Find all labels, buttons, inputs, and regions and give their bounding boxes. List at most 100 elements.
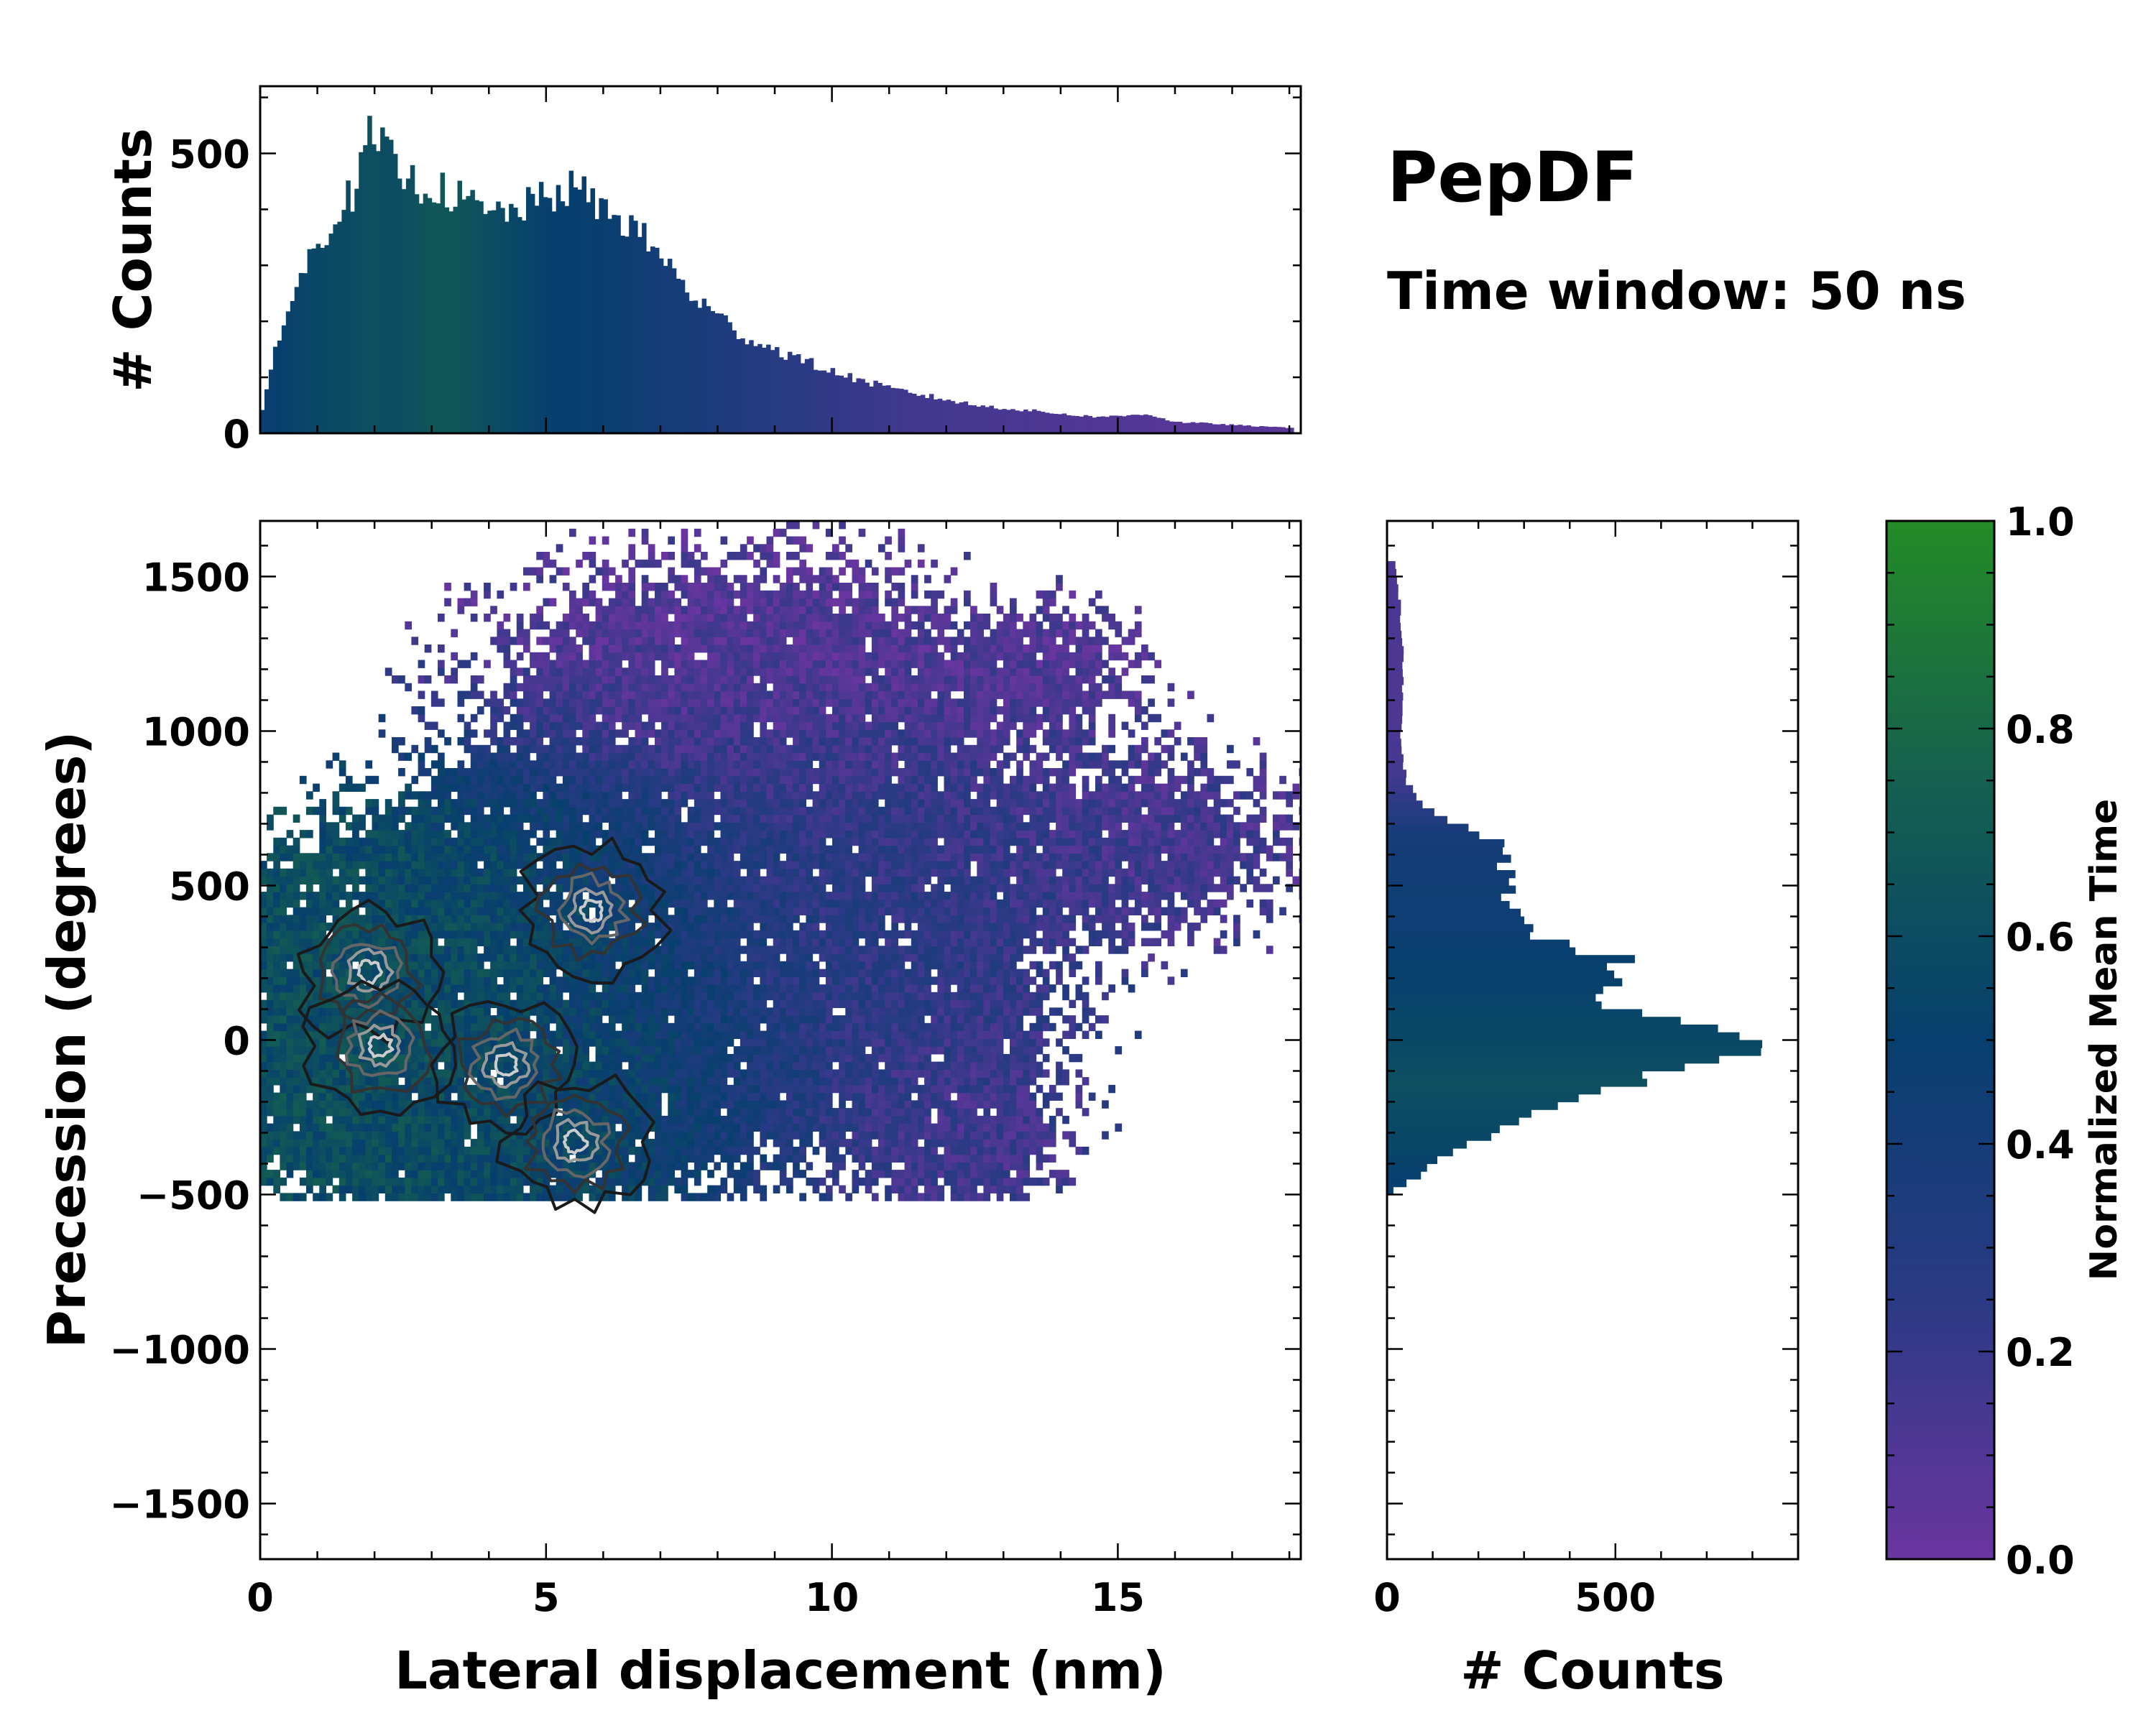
heatmap-cell bbox=[576, 1069, 583, 1077]
heatmap-cell bbox=[681, 537, 688, 545]
heatmap-cell bbox=[267, 1155, 274, 1163]
heatmap-cell bbox=[504, 838, 511, 846]
heatmap-cell bbox=[536, 976, 543, 984]
heatmap-cell bbox=[734, 722, 741, 730]
heatmap-cell bbox=[464, 1023, 471, 1031]
heatmap-cell bbox=[484, 660, 491, 668]
heatmap-cell bbox=[668, 976, 675, 984]
heatmap-cell bbox=[359, 853, 366, 861]
heatmap-cell bbox=[655, 745, 662, 753]
heatmap-cell bbox=[707, 938, 714, 946]
heatmap-cell bbox=[707, 591, 714, 599]
heatmap-cell bbox=[517, 1186, 524, 1193]
heatmap-cell bbox=[661, 737, 668, 745]
heatmap-cell bbox=[477, 961, 484, 969]
heatmap-cell bbox=[615, 768, 622, 776]
heatmap-cell bbox=[721, 915, 728, 923]
heatmap-cell bbox=[615, 675, 622, 683]
heatmap-cell bbox=[576, 667, 583, 675]
heatmap-cell bbox=[411, 706, 418, 714]
heatmap-cell bbox=[536, 722, 543, 730]
heatmap-cell bbox=[293, 1155, 300, 1163]
heatmap-cell bbox=[569, 529, 576, 537]
heatmap-cell bbox=[734, 683, 741, 691]
heatmap-cell bbox=[609, 637, 616, 644]
heatmap-cell bbox=[655, 683, 662, 691]
heatmap-cell bbox=[517, 1155, 524, 1163]
heatmap-cell bbox=[490, 706, 497, 714]
heatmap-cell bbox=[438, 953, 445, 961]
heatmap-cell bbox=[517, 683, 524, 691]
heatmap-cell bbox=[372, 1131, 379, 1139]
heatmap-cell bbox=[734, 1116, 741, 1124]
heatmap-cell bbox=[727, 1116, 734, 1124]
heatmap-cell bbox=[681, 1170, 688, 1178]
heatmap-cell bbox=[701, 884, 708, 892]
heatmap-cell bbox=[707, 1124, 714, 1132]
heatmap-cell bbox=[674, 1178, 681, 1186]
heatmap-cell bbox=[536, 760, 543, 768]
heatmap-cell bbox=[681, 652, 688, 660]
heatmap-cell bbox=[589, 1069, 596, 1077]
heatmap-cell bbox=[707, 1139, 714, 1147]
heatmap-cell bbox=[392, 675, 399, 683]
heatmap-cell bbox=[694, 946, 701, 953]
heatmap-cell bbox=[319, 1100, 326, 1108]
heatmap-cell bbox=[372, 869, 379, 877]
heatmap-cell bbox=[490, 992, 497, 1000]
top-histogram-bar bbox=[1088, 416, 1093, 433]
heatmap-cell bbox=[477, 706, 484, 714]
heatmap-cell bbox=[490, 1131, 497, 1139]
heatmap-cell bbox=[300, 1116, 307, 1124]
heatmap-cell bbox=[615, 745, 622, 753]
heatmap-cell bbox=[313, 1147, 320, 1155]
heatmap-cell bbox=[504, 706, 511, 714]
heatmap-cell bbox=[530, 822, 537, 830]
heatmap-cell bbox=[714, 877, 721, 884]
heatmap-cell bbox=[642, 745, 649, 753]
heatmap-cell bbox=[438, 1193, 445, 1201]
heatmap-cell bbox=[484, 698, 491, 706]
heatmap-cell bbox=[359, 1077, 366, 1085]
heatmap-cell bbox=[661, 953, 668, 961]
heatmap-cell bbox=[451, 1162, 458, 1170]
heatmap-cell bbox=[661, 1131, 668, 1139]
heatmap-cell bbox=[497, 884, 504, 892]
heatmap-cell bbox=[418, 714, 425, 722]
heatmap-cell bbox=[451, 1170, 458, 1178]
heatmap-cell bbox=[517, 984, 524, 992]
heatmap-cell bbox=[300, 1131, 307, 1139]
heatmap-cell bbox=[648, 992, 655, 1000]
heatmap-cell bbox=[596, 691, 603, 699]
heatmap-cell bbox=[451, 869, 458, 877]
heatmap-cell bbox=[319, 1038, 326, 1046]
heatmap-cell bbox=[536, 753, 543, 761]
heatmap-cell bbox=[694, 938, 701, 946]
heatmap-cell bbox=[530, 745, 537, 753]
heatmap-cell bbox=[655, 1093, 662, 1101]
heatmap-cell bbox=[628, 691, 635, 699]
heatmap-cell bbox=[438, 807, 445, 815]
top-histogram-bar bbox=[474, 200, 479, 433]
top-histogram-bar bbox=[702, 299, 707, 433]
heatmap-cell bbox=[642, 815, 649, 823]
heatmap-cell bbox=[484, 776, 491, 784]
heatmap-cell bbox=[642, 1093, 649, 1101]
heatmap-cell bbox=[392, 745, 399, 753]
heatmap-cell bbox=[655, 822, 662, 830]
heatmap-cell bbox=[648, 861, 655, 869]
heatmap-cell bbox=[319, 1015, 326, 1023]
heatmap-cell bbox=[622, 753, 629, 761]
heatmap-cell bbox=[661, 1038, 668, 1046]
heatmap-cell bbox=[734, 644, 741, 652]
heatmap-cell bbox=[727, 907, 734, 915]
heatmap-cell bbox=[504, 629, 511, 637]
heatmap-cell bbox=[609, 599, 616, 606]
heatmap-cell bbox=[609, 568, 616, 576]
heatmap-cell bbox=[418, 861, 425, 869]
heatmap-cell bbox=[273, 1015, 280, 1023]
heatmap-cell bbox=[707, 1046, 714, 1054]
heatmap-cell bbox=[405, 622, 412, 629]
heatmap-cell bbox=[576, 706, 583, 714]
heatmap-cell bbox=[543, 938, 550, 946]
